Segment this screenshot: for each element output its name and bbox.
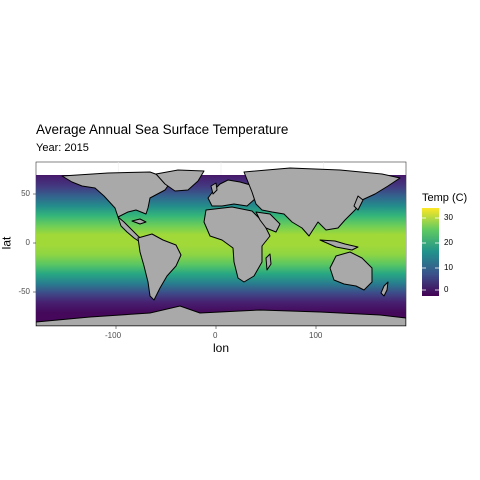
y-tick-label: -50 — [18, 287, 30, 296]
chart-title: Average Annual Sea Surface Temperature — [36, 122, 288, 137]
legend-colorbar — [422, 208, 439, 296]
chart-subtitle: Year: 2015 — [36, 142, 89, 154]
y-axis-ticks — [33, 194, 36, 292]
x-tick-label: 100 — [309, 331, 322, 340]
y-axis-label: lat — [0, 237, 13, 250]
x-tick-label: 0 — [213, 331, 217, 340]
x-axis-label: lon — [213, 341, 229, 355]
y-tick-label: 0 — [26, 238, 30, 247]
x-axis-ticks — [116, 326, 316, 329]
legend-tick-label: 10 — [444, 263, 453, 272]
legend-tick-label: 20 — [444, 238, 453, 247]
x-tick-label: -100 — [105, 331, 121, 340]
legend-title: Temp (C) — [422, 192, 467, 204]
y-tick-label: 50 — [21, 189, 30, 198]
legend-tick-label: 30 — [444, 213, 453, 222]
legend-tick-label: 0 — [444, 285, 448, 294]
